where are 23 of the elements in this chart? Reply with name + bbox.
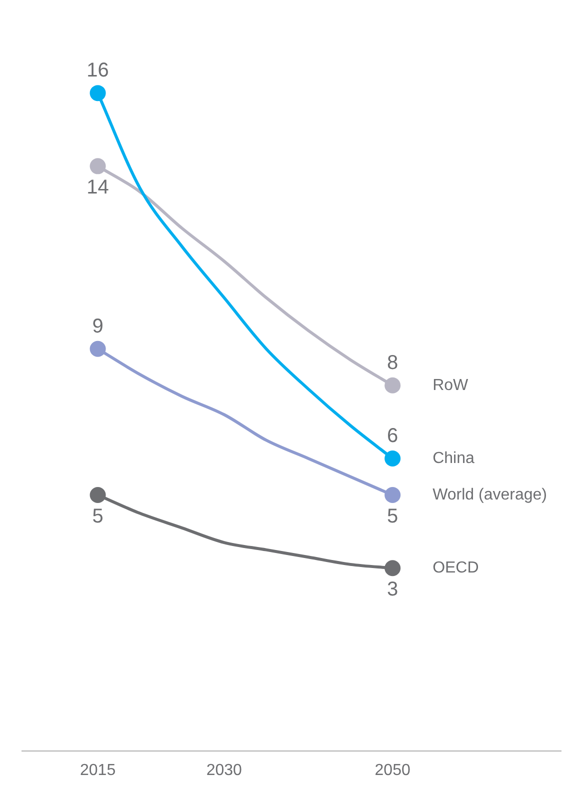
data-label: 9 [92,315,104,338]
data-label: 5 [387,506,398,528]
x-tick-label: 2050 [374,762,410,779]
x-tick-label: 2015 [80,762,116,779]
point [384,487,401,504]
data-label: 6 [387,424,398,447]
point [90,487,106,504]
text: China [432,450,474,467]
text: RoW [432,376,470,394]
point [384,377,401,394]
text: World (average) [432,486,547,504]
point [384,450,401,466]
point [90,158,106,174]
data-label: 3 [387,578,398,601]
point [384,560,401,576]
data-label: 5 [92,506,104,528]
point [90,85,106,102]
text: OECD [432,560,479,577]
data-label: 16 [86,60,109,82]
x-tick-label: 2030 [206,762,242,779]
data-label: 8 [387,352,398,374]
point [90,340,106,357]
data-label: 14 [86,176,109,199]
